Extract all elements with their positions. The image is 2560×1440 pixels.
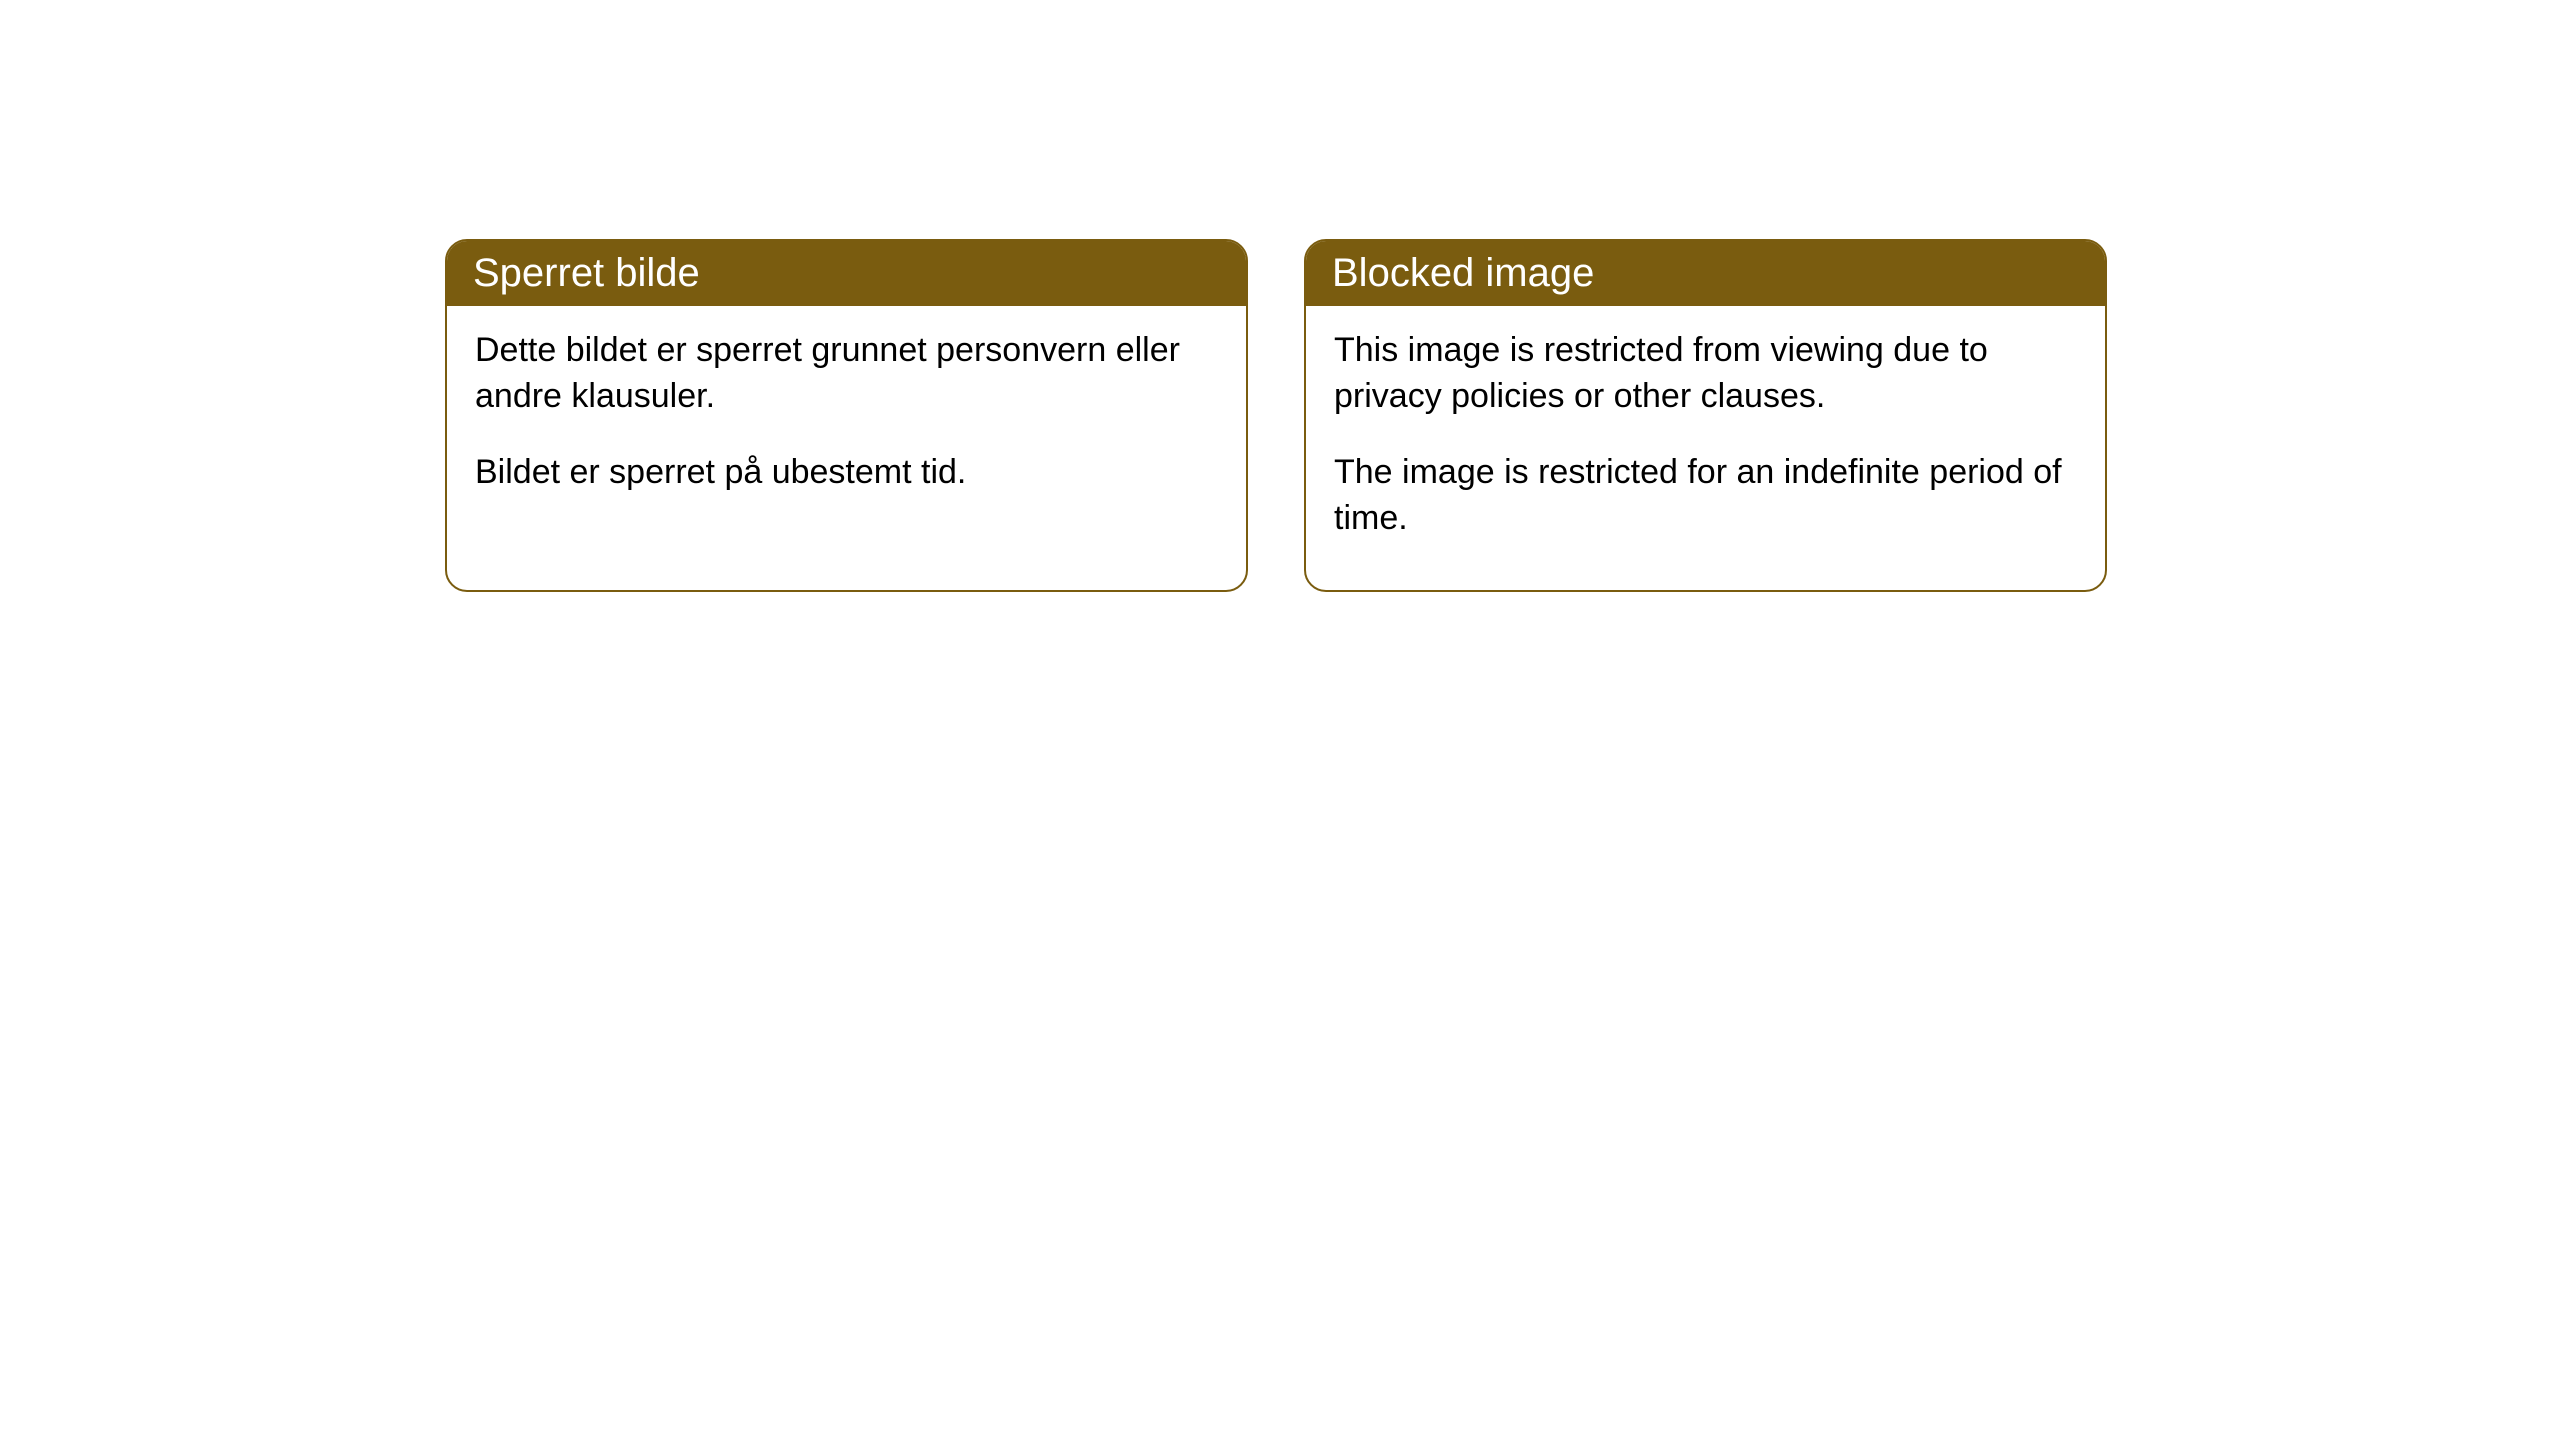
card-header-english: Blocked image [1306,241,2105,306]
card-paragraph-2-norwegian: Bildet er sperret på ubestemt tid. [475,450,1218,496]
card-paragraph-1-norwegian: Dette bildet er sperret grunnet personve… [475,328,1218,420]
card-title-norwegian: Sperret bilde [473,251,700,295]
card-title-english: Blocked image [1332,251,1594,295]
card-body-norwegian: Dette bildet er sperret grunnet personve… [447,306,1246,544]
card-paragraph-1-english: This image is restricted from viewing du… [1334,328,2077,420]
blocked-image-card-norwegian: Sperret bilde Dette bildet er sperret gr… [445,239,1248,592]
card-body-english: This image is restricted from viewing du… [1306,306,2105,590]
blocked-image-card-english: Blocked image This image is restricted f… [1304,239,2107,592]
cards-container: Sperret bilde Dette bildet er sperret gr… [445,239,2107,592]
card-header-norwegian: Sperret bilde [447,241,1246,306]
card-paragraph-2-english: The image is restricted for an indefinit… [1334,450,2077,542]
